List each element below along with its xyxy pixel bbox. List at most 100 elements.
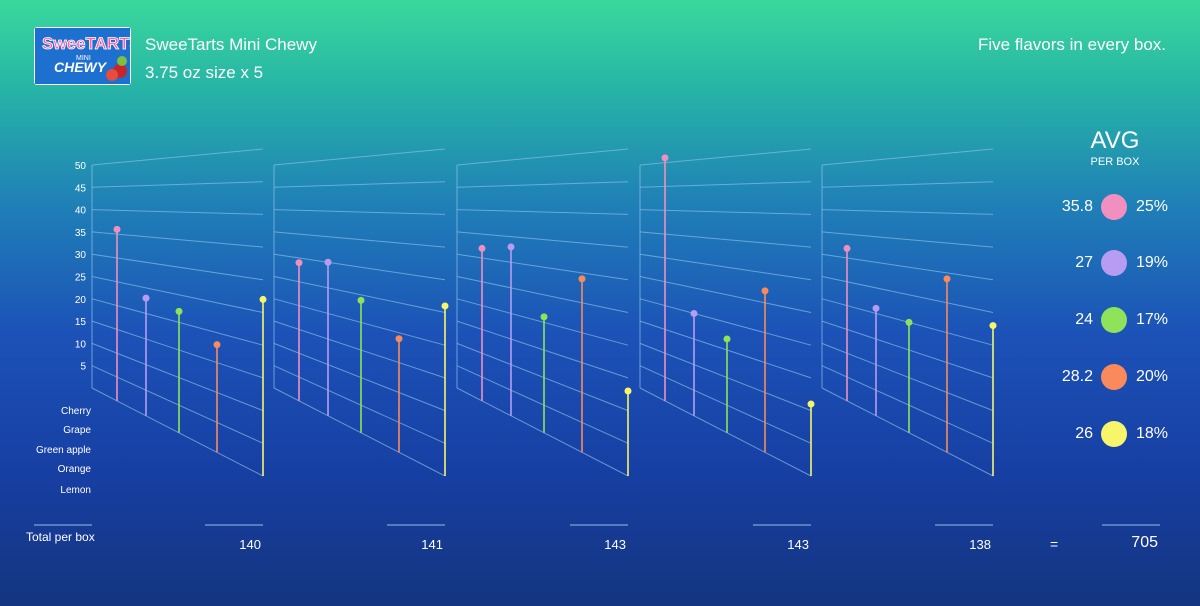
grid-line (273, 181, 446, 188)
product-name: SweeTarts Mini Chewy (145, 35, 317, 54)
avg-row-grape: 27 19% (1040, 250, 1180, 276)
avg-title: AVG (1090, 127, 1140, 154)
grid-line (456, 387, 629, 477)
grid-line (821, 253, 994, 281)
avg-percent: 25% (1136, 198, 1169, 215)
box-total: 143 (787, 537, 809, 552)
grid-line (639, 209, 812, 215)
category-label: Green apple (36, 445, 91, 456)
avg-value: 26 (1075, 425, 1093, 442)
grid-line (273, 365, 446, 444)
lollipop-dot (295, 259, 303, 267)
green-apple-dot-icon (1101, 307, 1127, 333)
sweetarts-logo: SweeTARTS MINI CHEWY (34, 27, 131, 85)
avg-value: 35.8 (1061, 198, 1093, 215)
grid-line (821, 342, 994, 412)
grid-line (91, 181, 264, 188)
grid-line (639, 231, 812, 248)
avg-percent: 19% (1136, 254, 1169, 271)
lollipop-dot (624, 387, 632, 395)
avg-row-orange: 28.2 20% (1040, 364, 1180, 390)
avg-row-cherry: 35.8 25% (1040, 194, 1180, 220)
grid-line (273, 387, 446, 477)
grid-line (91, 387, 264, 477)
lollipop-dot (213, 341, 221, 349)
grid-line (821, 209, 994, 215)
y-tick-label: 5 (80, 362, 86, 373)
box-total: 138 (969, 537, 991, 552)
grid-line (273, 342, 446, 412)
lemon-dot-icon (1101, 421, 1127, 447)
y-tick-label: 50 (75, 161, 87, 172)
grid-line (821, 276, 994, 313)
grid-line (91, 209, 264, 215)
grid-line (456, 320, 629, 379)
lollipop-dot (357, 296, 365, 304)
grid-line (273, 298, 446, 346)
lollipop-dot (142, 294, 150, 302)
lollipop-dot (761, 287, 769, 295)
grid-line (456, 148, 629, 166)
tagline: Five flavors in every box. (977, 35, 1166, 54)
grid-line (273, 253, 446, 281)
avg-subtitle: PER BOX (1090, 156, 1140, 168)
lollipop-dot (661, 154, 669, 162)
orange-dot-icon (1101, 364, 1127, 390)
grid-line (639, 253, 812, 281)
grid-line (639, 181, 812, 188)
grid-line (639, 298, 812, 346)
y-tick-label: 10 (75, 339, 87, 350)
grid-line (639, 320, 812, 379)
logo-brand-text: SweeTARTS (42, 34, 131, 53)
grand-total: 705 (1131, 534, 1158, 551)
lollipop-dot (578, 275, 586, 283)
grid-line (639, 148, 812, 166)
grid-line (456, 276, 629, 313)
grid-line (91, 231, 264, 248)
y-tick-label: 25 (75, 273, 87, 284)
avg-percent: 17% (1136, 311, 1169, 328)
grid-line (639, 276, 812, 313)
grid-line (91, 298, 264, 346)
grid-line (456, 231, 629, 248)
avg-value: 24 (1075, 311, 1093, 328)
cherry-dot-icon (1101, 194, 1127, 220)
avg-row-lemon: 26 18% (1040, 421, 1180, 447)
box-total: 141 (421, 537, 443, 552)
grid-line (273, 209, 446, 215)
grid-line (639, 342, 812, 412)
avg-value: 28.2 (1061, 368, 1093, 385)
lollipop-dot (478, 244, 486, 252)
grid-line (273, 231, 446, 248)
lollipop-dot (175, 307, 183, 315)
lollipop-dot (395, 335, 403, 343)
lollipop-dot (540, 313, 548, 321)
total-per-box-label: Total per box (26, 530, 95, 544)
category-label: Cherry (61, 406, 91, 417)
grid-line (821, 231, 994, 248)
grid-line (91, 365, 264, 444)
grid-line (456, 365, 629, 444)
lollipop-dot (723, 335, 731, 343)
grid-line (456, 209, 629, 215)
grid-line (273, 148, 446, 166)
grid-line (91, 276, 264, 313)
lollipop-dot (872, 304, 880, 312)
lollipop-dot (843, 244, 851, 252)
grid-line (821, 148, 994, 166)
y-tick-label: 45 (75, 183, 87, 194)
grid-line (273, 276, 446, 313)
category-label: Grape (63, 425, 91, 436)
grid-line (273, 320, 446, 379)
lollipop-dot (905, 318, 913, 326)
avg-percent: 20% (1136, 368, 1169, 385)
y-tick-label: 35 (75, 228, 87, 239)
lollipop-dot (507, 243, 515, 251)
logo-mini-text: MINI (76, 55, 91, 62)
grid-line (456, 253, 629, 281)
y-tick-label: 40 (75, 206, 87, 217)
category-label: Lemon (60, 485, 91, 496)
grid-line (456, 181, 629, 188)
lollipop-dot (807, 400, 815, 408)
lollipop-dot (259, 295, 267, 303)
